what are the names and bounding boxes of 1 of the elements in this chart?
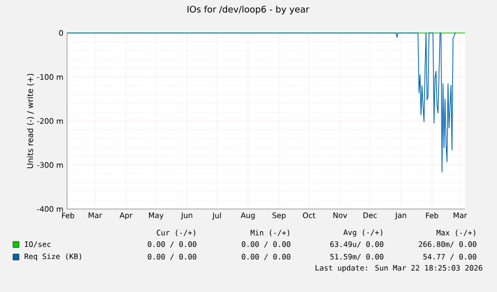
- chart-title: IOs for /dev/loop6 - by year: [188, 6, 310, 14]
